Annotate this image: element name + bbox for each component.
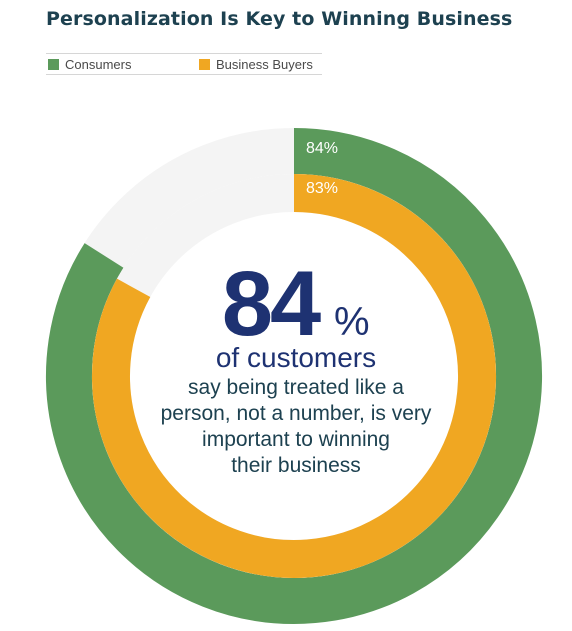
chart-title: Personalization Is Key to Winning Busine…: [46, 8, 513, 30]
ring-arc-business-buyers: [92, 174, 496, 578]
data-label-consumers: 84%: [306, 140, 338, 157]
center-percent-sign: %: [334, 300, 370, 344]
center-line-3: important to winning: [202, 428, 390, 451]
center-callout: 84 % of customers say being treated like…: [161, 253, 432, 477]
center-line-1: say being treated like a: [188, 376, 404, 399]
data-label-business-buyers: 83%: [306, 180, 338, 197]
legend-label-business-buyers: Business Buyers: [216, 57, 313, 72]
center-line-2: person, not a number, is very: [161, 402, 432, 425]
center-line-4: their business: [231, 454, 361, 477]
center-headline: of customers: [216, 342, 376, 373]
legend-swatch-consumers: [48, 59, 59, 70]
legend-swatch-business-buyers: [199, 59, 210, 70]
legend-label-consumers: Consumers: [65, 57, 132, 72]
legend-item-consumers: Consumers: [48, 57, 131, 72]
ring-arc-consumers: [46, 128, 542, 624]
legend-item-business-buyers: Business Buyers: [199, 57, 313, 72]
legend: Consumers Business Buyers: [46, 53, 322, 75]
center-big-number: 84: [222, 253, 321, 355]
